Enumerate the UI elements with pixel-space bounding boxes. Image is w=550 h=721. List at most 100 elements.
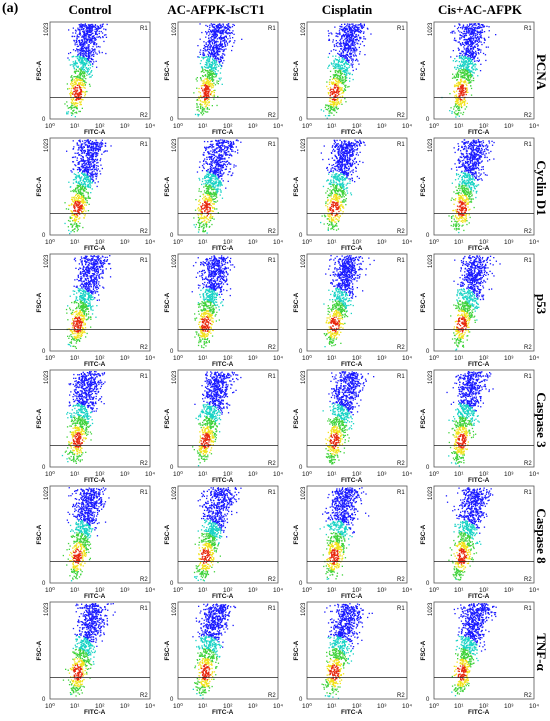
event-dot — [359, 31, 361, 33]
event-dot — [79, 82, 81, 84]
event-dot — [475, 64, 477, 66]
event-dot — [460, 91, 463, 93]
event-dot — [207, 53, 209, 55]
event-dot — [74, 216, 76, 218]
event-dot — [331, 101, 333, 104]
event-dot — [219, 60, 221, 63]
event-dot — [455, 73, 457, 75]
event-dot — [84, 190, 86, 192]
event-dot — [208, 71, 210, 74]
event-dot — [204, 74, 207, 76]
event-dot — [464, 87, 466, 89]
event-dot — [205, 192, 207, 194]
event-dot — [339, 33, 341, 36]
event-dot — [69, 93, 71, 95]
event-dot — [467, 26, 469, 28]
event-dot — [329, 95, 332, 97]
event-dot — [206, 62, 208, 64]
event-dot — [208, 74, 210, 77]
event-dot — [80, 67, 82, 69]
event-dot — [211, 42, 214, 44]
event-dot — [232, 37, 234, 39]
event-dot — [96, 29, 98, 31]
event-dot — [87, 186, 89, 188]
event-dot — [466, 57, 468, 59]
event-dot — [74, 222, 76, 224]
event-dot — [91, 35, 93, 37]
event-dot — [75, 194, 77, 197]
event-dot — [204, 101, 206, 104]
event-dot — [74, 86, 76, 88]
event-dot — [225, 27, 227, 29]
event-dot — [337, 64, 339, 66]
event-dot — [218, 168, 220, 170]
event-dot — [352, 63, 354, 65]
event-dot — [233, 166, 235, 168]
event-dot — [67, 107, 69, 109]
event-dot — [457, 85, 459, 88]
event-dot — [470, 48, 472, 51]
event-dot — [91, 32, 93, 35]
event-dot — [76, 90, 78, 93]
event-dot — [210, 162, 212, 164]
event-dot — [75, 191, 77, 193]
event-dot — [87, 193, 89, 195]
event-dot — [81, 46, 83, 48]
event-dot — [480, 30, 482, 32]
event-dot — [229, 40, 231, 42]
event-dot — [213, 50, 216, 52]
event-dot — [466, 84, 468, 87]
event-dot — [89, 40, 91, 42]
event-dot — [75, 91, 77, 94]
event-dot — [478, 60, 480, 62]
event-dot — [73, 219, 75, 222]
event-dot — [76, 84, 79, 86]
event-dot — [81, 192, 84, 194]
event-dot — [199, 23, 201, 25]
event-dot — [467, 91, 469, 93]
event-dot — [203, 54, 206, 56]
event-dot — [343, 42, 345, 44]
event-dot — [458, 41, 460, 43]
event-dot — [211, 78, 213, 80]
event-dot — [79, 91, 82, 93]
event-dot — [336, 103, 339, 106]
event-dot — [465, 93, 467, 96]
event-dot — [462, 84, 465, 86]
event-dot — [225, 36, 227, 39]
event-dot — [477, 49, 479, 51]
event-dot — [460, 74, 462, 76]
event-dot — [79, 191, 82, 193]
event-dot — [76, 48, 78, 50]
event-dot — [86, 178, 88, 181]
event-dot — [336, 83, 338, 85]
event-dot — [461, 106, 463, 108]
x-tick-label: 10² — [95, 239, 105, 246]
event-dot — [464, 54, 466, 57]
event-dot — [464, 104, 466, 106]
event-dot — [347, 43, 349, 46]
column-header: Control — [30, 2, 150, 18]
event-dot — [482, 24, 484, 27]
event-dot — [207, 219, 209, 221]
event-dot — [74, 89, 77, 91]
event-dot — [342, 52, 345, 54]
event-dot — [458, 98, 460, 100]
event-dot — [214, 67, 216, 69]
event-dot — [341, 38, 343, 40]
event-dot — [206, 99, 209, 102]
event-dot — [466, 54, 468, 56]
x-tick-label: 10⁰ — [302, 122, 312, 130]
event-dot — [81, 163, 83, 165]
event-dot — [342, 42, 344, 45]
event-dot — [72, 105, 74, 107]
event-dot — [223, 140, 225, 142]
event-dot — [84, 174, 86, 176]
event-dot — [213, 46, 215, 48]
event-dot — [333, 101, 335, 103]
event-dot — [201, 80, 203, 82]
event-dot — [92, 146, 94, 148]
event-dot — [215, 185, 217, 187]
event-dot — [212, 86, 214, 89]
event-dot — [79, 28, 81, 30]
